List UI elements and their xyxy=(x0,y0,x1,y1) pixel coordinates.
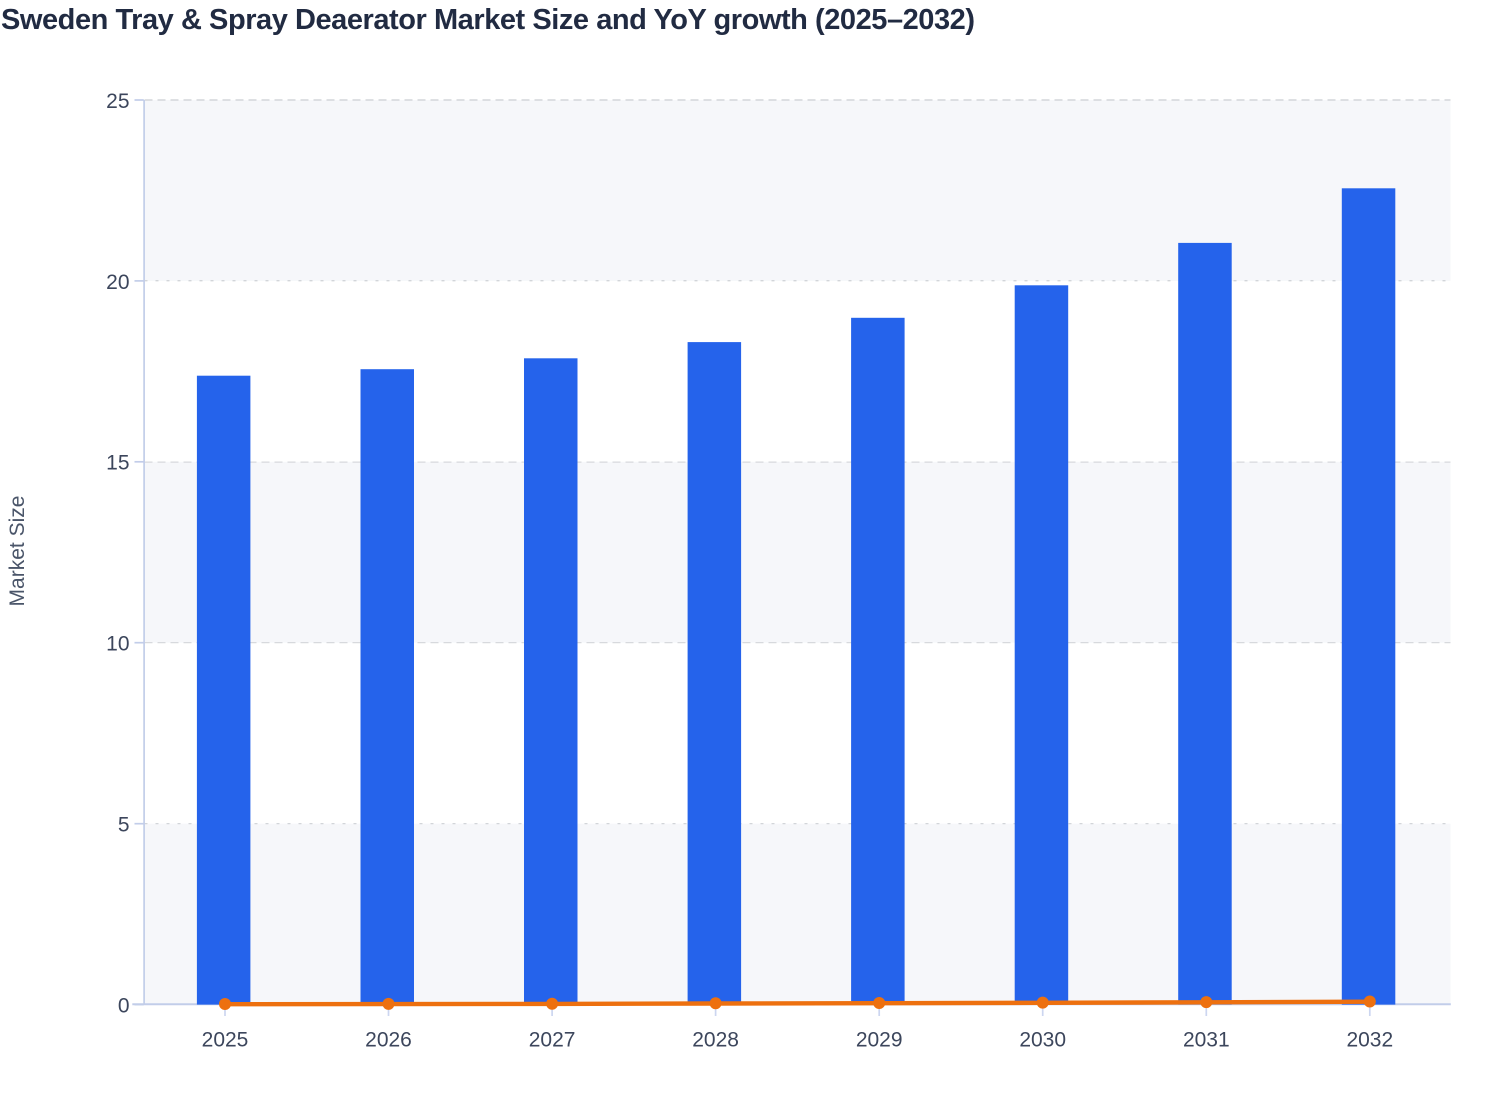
svg-text:2029: 2029 xyxy=(856,1028,903,1051)
svg-text:Sweden Tray & Spray Deaerator: Sweden Tray & Spray Deaerator Market Siz… xyxy=(1,4,975,36)
svg-text:2028: 2028 xyxy=(692,1028,739,1051)
svg-text:2030: 2030 xyxy=(1019,1028,1066,1051)
svg-text:2027: 2027 xyxy=(529,1028,576,1051)
svg-text:2032: 2032 xyxy=(1346,1028,1393,1051)
svg-text:2026: 2026 xyxy=(365,1028,412,1051)
svg-text:0: 0 xyxy=(118,995,130,1018)
svg-text:20: 20 xyxy=(106,271,129,294)
svg-text:15: 15 xyxy=(106,452,129,475)
svg-text:10: 10 xyxy=(106,633,129,656)
svg-text:2031: 2031 xyxy=(1183,1028,1230,1051)
svg-text:Market Size: Market Size xyxy=(6,496,29,607)
svg-text:2025: 2025 xyxy=(202,1028,249,1051)
svg-text:5: 5 xyxy=(118,814,130,837)
svg-text:25: 25 xyxy=(106,90,129,113)
